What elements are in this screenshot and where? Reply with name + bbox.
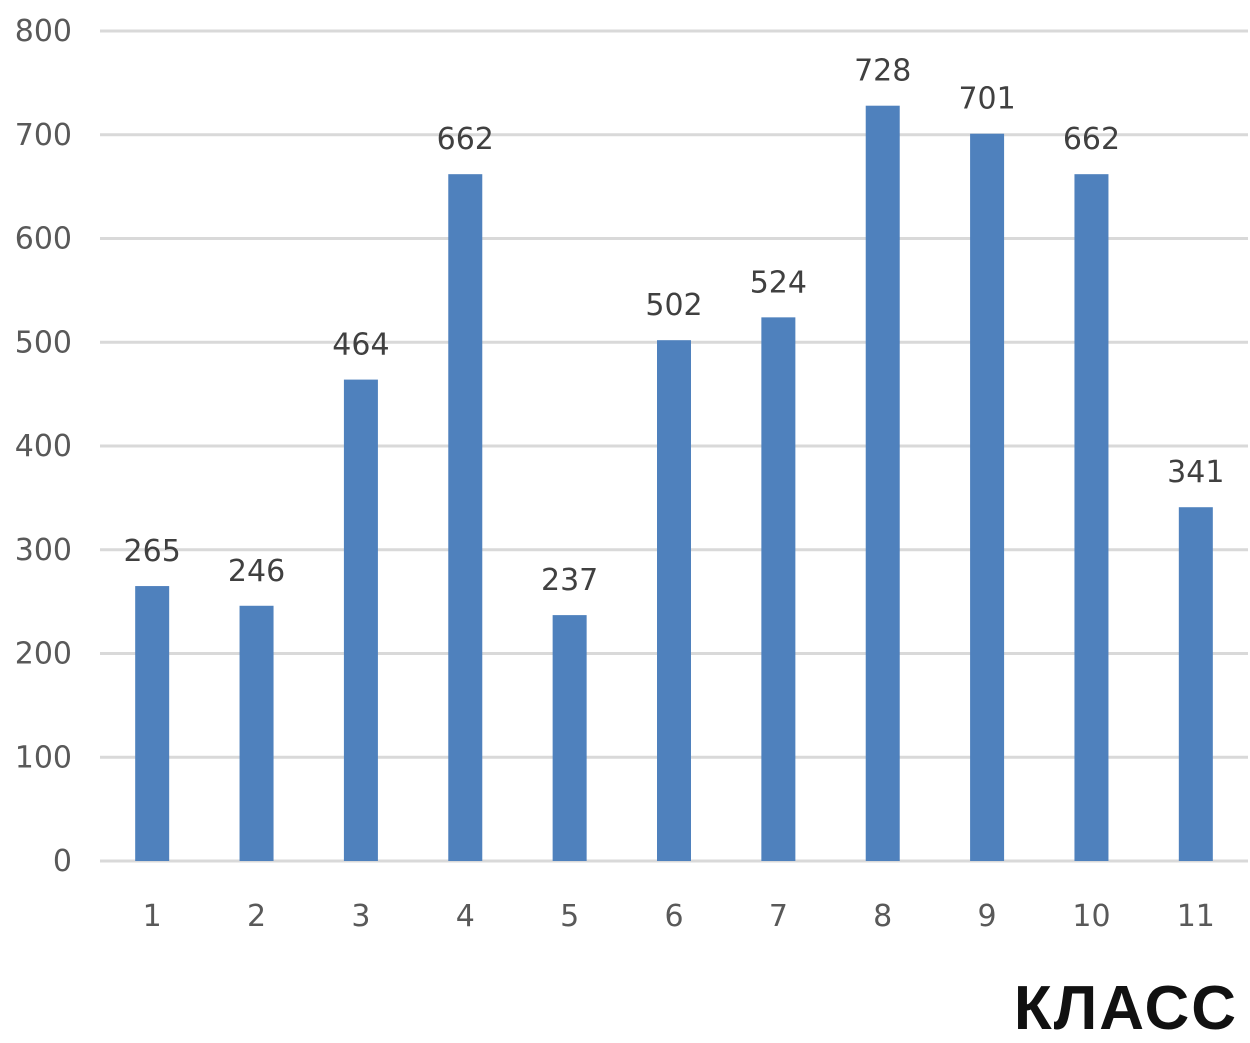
x-tick-label: 6 (664, 899, 683, 934)
x-axis-title: КЛАСС (1013, 974, 1238, 1043)
data-label-1: 265 (124, 534, 181, 569)
x-tick-label: 5 (560, 899, 579, 934)
data-label-5: 237 (541, 563, 598, 598)
bar-4 (448, 174, 483, 862)
y-tick-label: 600 (15, 222, 72, 257)
x-axis-ticks: 1 2 3 4 5 6 7 8 9 10 11 (143, 899, 1215, 934)
data-label-10: 662 (1063, 122, 1120, 157)
y-tick-label: 700 (15, 118, 72, 153)
y-tick-label: 0 (53, 844, 72, 879)
data-label-11: 341 (1167, 455, 1224, 490)
y-tick-label: 100 (15, 740, 72, 775)
bar-6 (657, 340, 691, 861)
y-tick-label: 300 (15, 533, 72, 568)
bar-9 (970, 133, 1005, 861)
data-label-4: 662 (437, 122, 494, 157)
x-tick-label: 1 (143, 899, 162, 934)
data-label-6: 502 (645, 288, 702, 323)
x-tick-label: 2 (247, 899, 266, 934)
bar-2 (239, 605, 274, 861)
x-tick-label: 11 (1177, 899, 1215, 934)
y-tick-label: 200 (15, 637, 72, 672)
y-tick-label: 400 (15, 429, 72, 464)
bar-3 (343, 379, 378, 861)
data-label-7: 524 (750, 265, 807, 300)
bar-1 (135, 586, 170, 861)
x-tick-label: 3 (351, 899, 370, 934)
data-label-9: 701 (958, 82, 1015, 117)
bar-7 (761, 317, 796, 862)
x-tick-label: 4 (456, 899, 475, 934)
data-labels: 265 246 464 662 237 502 524 728 701 662 341 (124, 54, 1225, 598)
x-tick-label: 9 (978, 899, 997, 934)
bar-11 (1178, 507, 1213, 861)
bar-10 (1074, 174, 1109, 862)
data-label-2: 246 (228, 554, 285, 589)
x-tick-label: 8 (873, 899, 892, 934)
data-label-8: 728 (854, 54, 911, 89)
x-tick-label: 10 (1072, 899, 1110, 934)
x-tick-label: 7 (769, 899, 788, 934)
bar-8 (865, 105, 900, 861)
bars (135, 105, 1213, 862)
data-label-3: 464 (332, 328, 389, 363)
bar-5 (552, 615, 587, 861)
y-tick-label: 800 (15, 14, 72, 49)
y-tick-label: 500 (15, 325, 72, 360)
y-axis-ticks: 0 100 200 300 400 500 600 700 800 (15, 14, 72, 879)
